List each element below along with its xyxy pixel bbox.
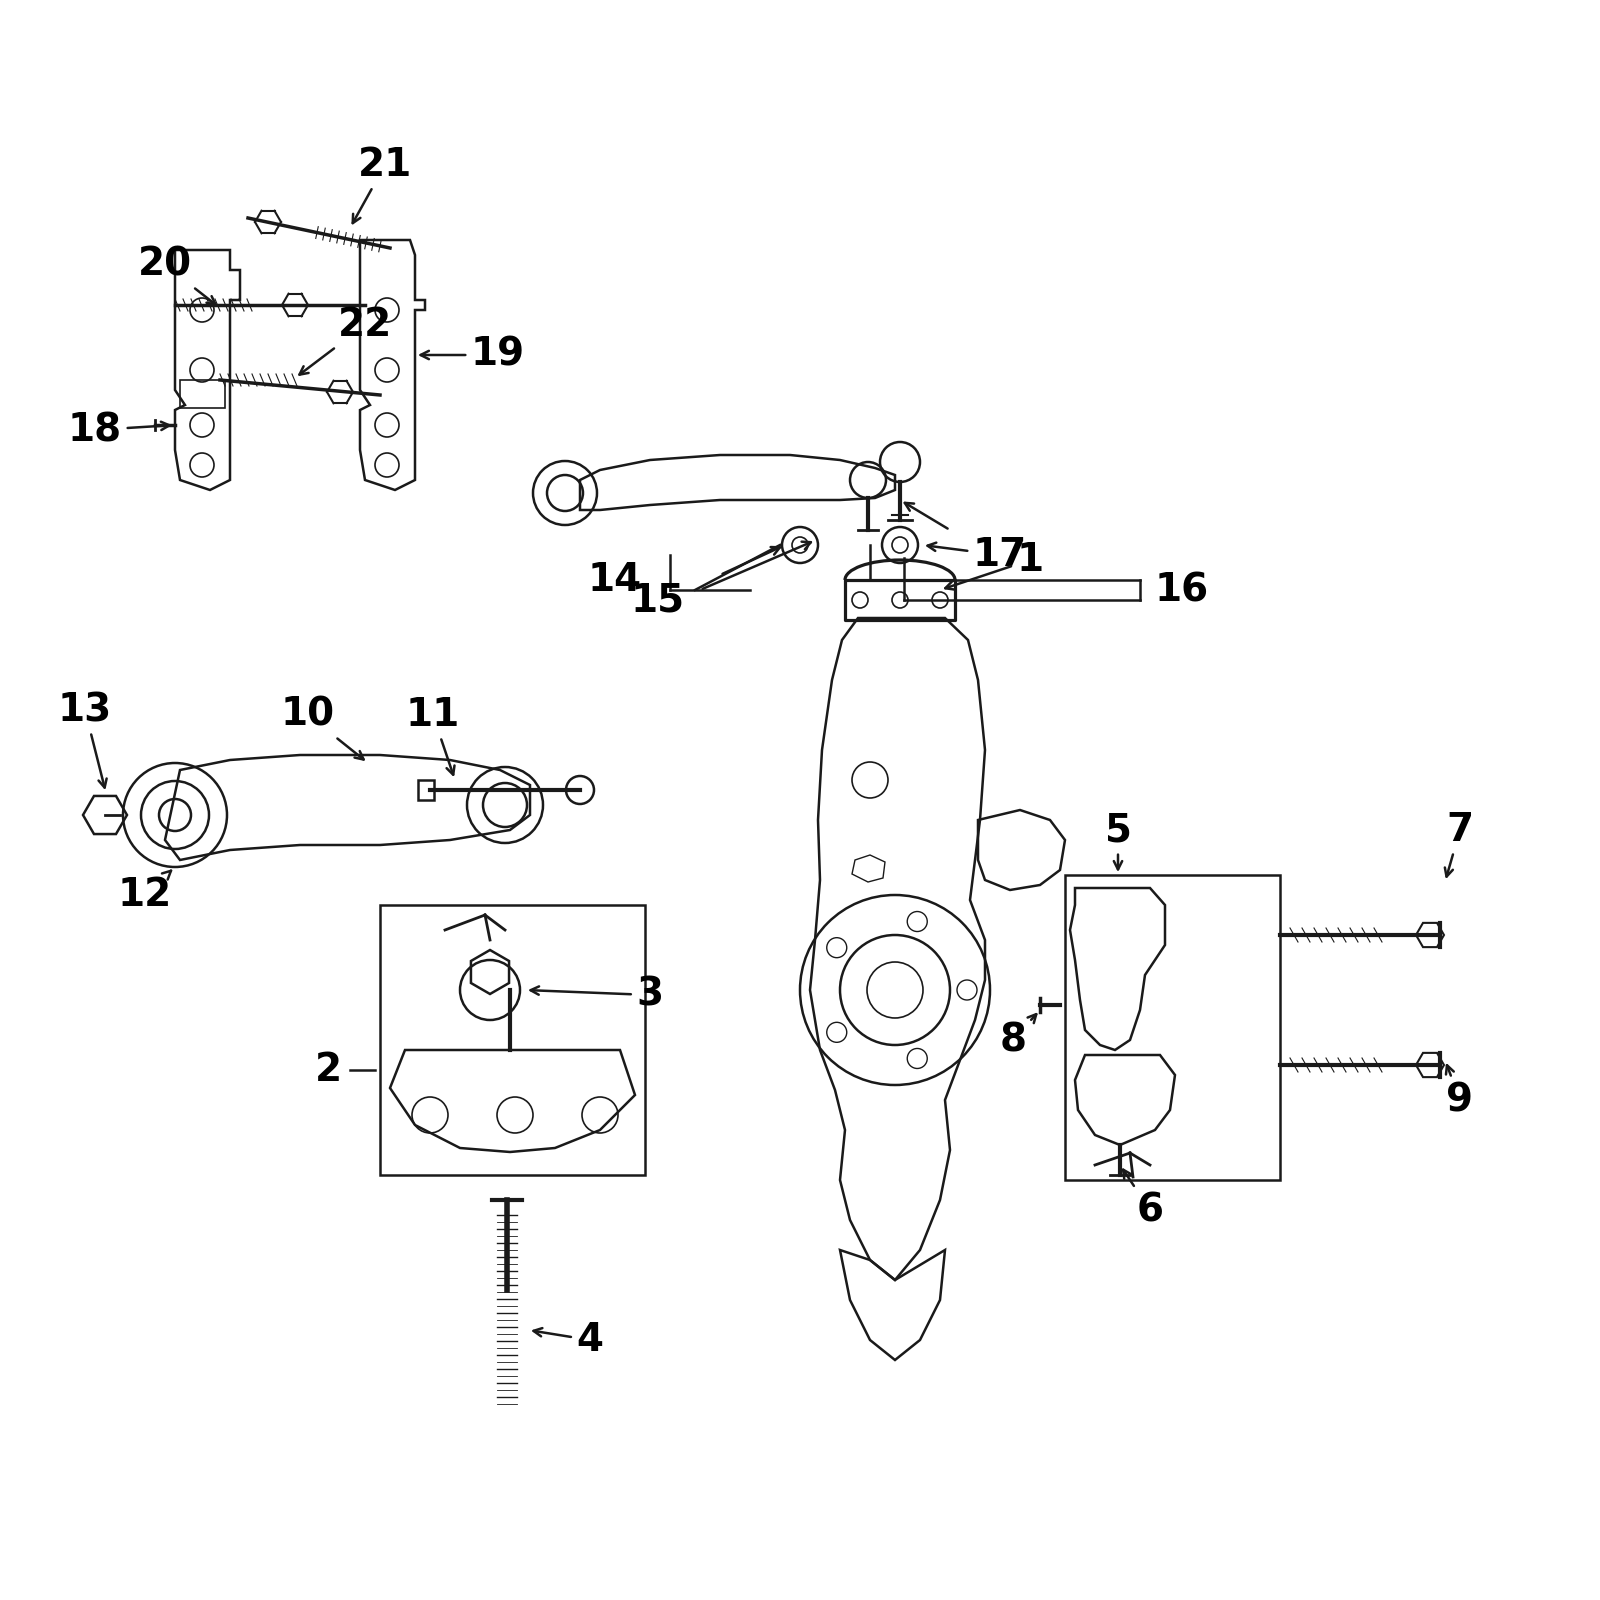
Text: 12: 12: [118, 870, 173, 914]
Text: 20: 20: [138, 246, 216, 304]
Text: 19: 19: [421, 336, 525, 374]
Bar: [381, 906, 645, 1174]
Text: 3: 3: [531, 976, 664, 1014]
Text: 13: 13: [58, 691, 112, 787]
Text: 1: 1: [946, 541, 1043, 589]
Text: 10: 10: [282, 696, 363, 760]
Text: 21: 21: [352, 146, 413, 222]
Text: 4: 4: [533, 1322, 603, 1358]
Text: 9: 9: [1446, 1066, 1474, 1118]
Bar: [1066, 875, 1280, 1181]
Bar: [418, 781, 434, 800]
Text: 15: 15: [630, 581, 685, 619]
Text: 6: 6: [1123, 1170, 1163, 1229]
Text: 18: 18: [67, 411, 170, 450]
Text: 5: 5: [1104, 811, 1131, 869]
Text: 17: 17: [928, 536, 1027, 574]
Text: 2: 2: [315, 1051, 342, 1090]
Text: 8: 8: [1000, 1014, 1037, 1059]
Text: 14: 14: [587, 562, 642, 598]
Text: 22: 22: [299, 306, 392, 374]
Text: 7: 7: [1445, 811, 1474, 877]
Text: 16: 16: [1155, 571, 1210, 610]
Bar: [845, 579, 955, 619]
Bar: [179, 379, 226, 408]
Text: 11: 11: [406, 696, 461, 774]
